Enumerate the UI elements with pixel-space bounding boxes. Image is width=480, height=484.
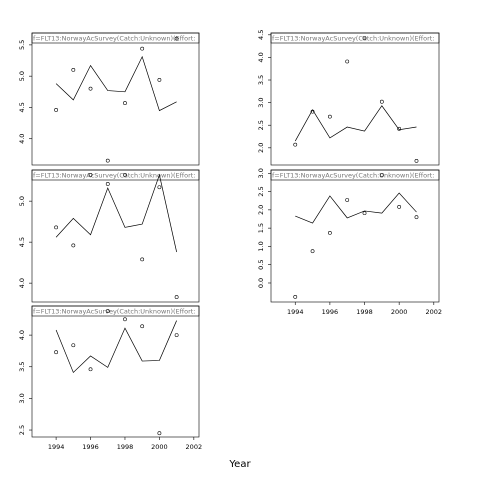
data-point <box>88 173 93 177</box>
data-point <box>71 343 76 348</box>
data-point <box>414 159 419 163</box>
fit-line <box>295 192 417 224</box>
data-point <box>140 257 145 262</box>
y-tick-label: 5.5 <box>18 40 26 50</box>
data-point <box>157 431 162 436</box>
fit-line <box>55 320 177 374</box>
y-tick-label: 0.5 <box>257 260 265 270</box>
y-tick-label: 4.0 <box>257 52 265 62</box>
data-point <box>174 295 179 299</box>
data-point <box>71 243 76 248</box>
x-tick-label: 2000 <box>151 443 168 451</box>
data-point <box>379 99 384 104</box>
panel-frame <box>270 32 440 166</box>
y-tick-label: 4.0 <box>18 278 26 288</box>
y-tick-label: 3.0 <box>257 168 265 178</box>
y-tick-label: 2.5 <box>18 425 26 435</box>
y-tick-label: 2.5 <box>257 186 265 196</box>
y-tick-label: 3.0 <box>18 393 26 403</box>
panel-frame <box>31 32 200 166</box>
fit-line <box>294 105 417 142</box>
data-point <box>327 230 332 235</box>
data-point <box>414 215 419 220</box>
y-tick-label: 1.5 <box>257 223 265 233</box>
x-tick-label: 2002 <box>426 308 443 316</box>
strip-title: f=FLT13:NorwayAcSurvey(Catch:Unknown)(Ef… <box>272 172 435 180</box>
panel-frame <box>31 169 200 303</box>
data-point <box>54 108 59 112</box>
y-tick-label: 3.0 <box>257 97 265 107</box>
y-tick-label: 2.0 <box>257 205 265 215</box>
panel: f=FLT13:NorwayAcSurvey(Catch:Unknown)(Ef… <box>257 168 442 316</box>
data-point <box>123 173 127 177</box>
y-tick-label: 4.5 <box>257 30 265 40</box>
data-point <box>140 46 145 51</box>
strip-title: f=FLT13:NorwayAcSurvey(Catch:Unknown)(Ef… <box>272 35 435 43</box>
x-tick-label: 1996 <box>82 443 99 451</box>
x-tick-label: 1994 <box>287 308 304 316</box>
y-tick-label: 5.0 <box>18 196 26 206</box>
data-point <box>345 198 350 202</box>
x-tick-label: 1998 <box>117 443 134 451</box>
data-point <box>327 114 332 119</box>
data-point <box>123 317 127 322</box>
panel: f=FLT13:NorwayAcSurvey(Catch:Unknown)(Ef… <box>18 32 200 166</box>
x-tick-label: 1998 <box>356 308 373 316</box>
fit-line <box>55 55 177 112</box>
data-point <box>397 126 402 131</box>
x-tick-label: 1994 <box>48 443 65 451</box>
strip-title: f=FLT13:NorwayAcSurvey(Catch:Unknown)(Ef… <box>33 172 196 180</box>
data-point <box>123 101 127 105</box>
panel-frame <box>31 305 200 438</box>
data-point <box>105 158 110 163</box>
data-point <box>54 225 59 230</box>
y-tick-label: 4.0 <box>18 330 26 340</box>
data-point <box>362 36 367 40</box>
data-point <box>345 59 350 64</box>
data-point <box>157 185 162 190</box>
panel: f=FLT13:NorwayAcSurvey(Catch:Unknown)(Ef… <box>257 30 440 166</box>
data-point <box>174 333 179 338</box>
x-tick-label: 2002 <box>186 443 203 451</box>
y-tick-label: 4.0 <box>18 134 26 144</box>
data-point <box>157 78 162 82</box>
y-tick-label: 0.0 <box>257 278 265 288</box>
data-point <box>397 205 402 209</box>
fit-line <box>55 173 177 253</box>
y-tick-label: 2.0 <box>257 143 265 153</box>
data-point <box>54 350 59 355</box>
data-point <box>174 36 179 41</box>
x-axis-label: Year <box>228 459 251 470</box>
x-tick-label: 1996 <box>322 308 339 316</box>
strip-title: f=FLT13:NorwayAcSurvey(Catch:Unknown)(Ef… <box>33 308 196 316</box>
data-point <box>105 182 110 186</box>
data-point <box>105 309 110 313</box>
data-point <box>310 249 315 254</box>
y-tick-label: 1.0 <box>257 241 265 251</box>
y-tick-label: 4.5 <box>18 102 26 112</box>
data-point <box>71 68 76 72</box>
panel: f=FLT13:NorwayAcSurvey(Catch:Unknown)(Ef… <box>18 169 200 303</box>
data-point <box>293 142 298 147</box>
data-point <box>379 173 384 178</box>
panel: f=FLT13:NorwayAcSurvey(Catch:Unknown)(Ef… <box>18 305 203 451</box>
strip-title: f=FLT13:NorwayAcSurvey(Catch:Unknown)(Ef… <box>33 35 196 43</box>
x-tick-label: 2000 <box>391 308 408 316</box>
y-tick-label: 4.5 <box>18 237 26 247</box>
data-point <box>88 367 93 372</box>
data-point <box>140 324 145 329</box>
data-point <box>362 211 367 216</box>
data-point <box>88 86 93 91</box>
data-point <box>293 294 298 299</box>
panel-frame <box>270 169 440 303</box>
y-tick-label: 2.5 <box>257 120 265 130</box>
y-tick-label: 5.0 <box>18 71 26 81</box>
y-tick-label: 3.5 <box>257 75 265 85</box>
y-tick-label: 3.5 <box>18 362 26 372</box>
